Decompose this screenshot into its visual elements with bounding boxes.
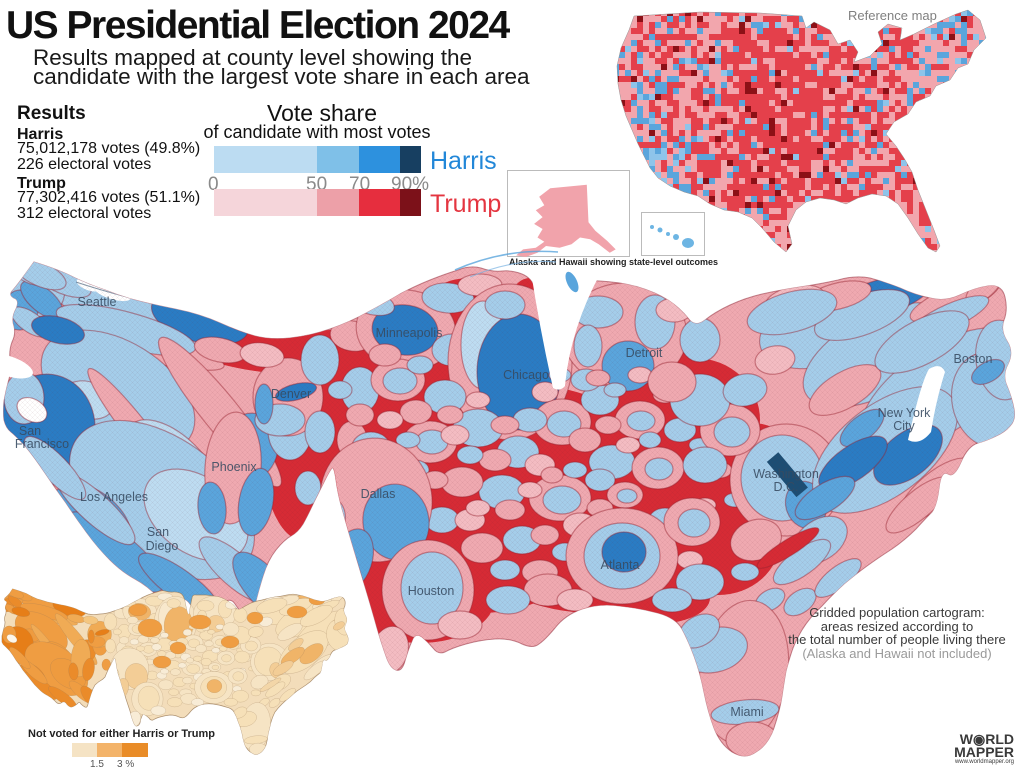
svg-text:D.C.: D.C. (774, 480, 799, 494)
svg-text:Detroit: Detroit (626, 346, 663, 360)
svg-text:Phoenix: Phoenix (211, 460, 257, 474)
svg-text:Diego: Diego (146, 539, 179, 553)
svg-text:Seattle: Seattle (78, 295, 117, 309)
svg-text:Atlanta: Atlanta (601, 558, 640, 572)
svg-text:Los Angeles: Los Angeles (80, 490, 148, 504)
svg-text:Houston: Houston (408, 584, 455, 598)
svg-text:Chicago: Chicago (503, 368, 549, 382)
svg-text:Miami: Miami (730, 705, 763, 719)
svg-text:Francisco: Francisco (15, 437, 69, 451)
svg-text:Washington: Washington (753, 467, 819, 481)
svg-text:Boston: Boston (954, 352, 993, 366)
svg-text:San: San (147, 525, 169, 539)
svg-text:Minneapolis: Minneapolis (376, 326, 443, 340)
svg-text:City: City (893, 419, 915, 433)
svg-text:Denver: Denver (271, 387, 311, 401)
svg-text:Dallas: Dallas (361, 487, 396, 501)
svg-text:San: San (19, 424, 41, 438)
svg-text:New York: New York (878, 406, 932, 420)
